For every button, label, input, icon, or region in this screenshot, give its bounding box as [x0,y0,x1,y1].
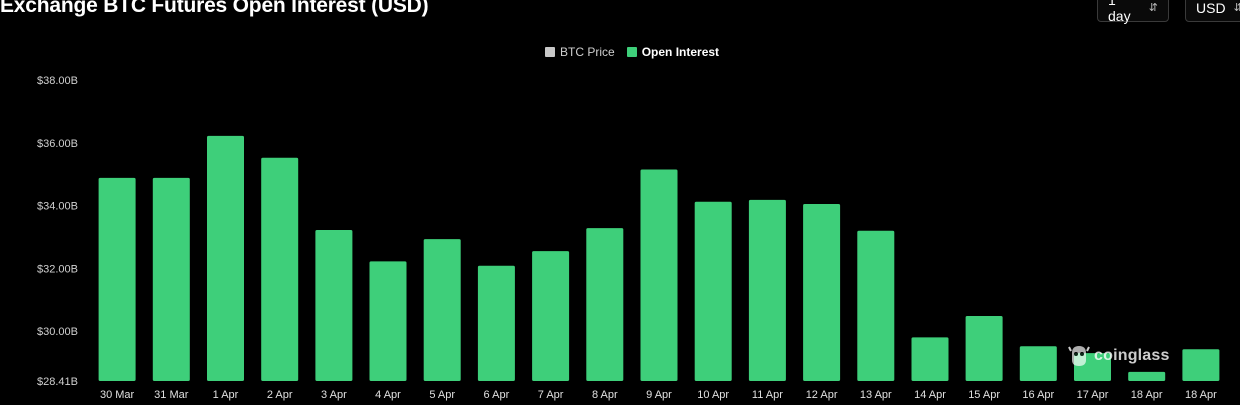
bar-open-interest[interactable] [803,204,841,381]
x-tick-label: 1 Apr [213,389,239,401]
bar-open-interest[interactable] [207,135,244,381]
x-axis: 30 Mar 31 Mar 1 Apr 2 Apr 3 Apr 4 Apr 5 Apr 6 A… [100,389,1217,401]
x-tick-label: 3 Apr [321,389,347,401]
bar-open-interest[interactable] [1182,349,1220,381]
x-tick-label: 5 Apr [429,389,455,401]
x-tick-label: 16 Apr [1022,389,1054,401]
y-tick-label: $30.00B [37,326,78,338]
x-tick-label: 14 Apr [914,389,946,401]
x-tick-label: 2 Apr [267,389,293,401]
x-tick-label: 17 Apr [1077,389,1109,401]
bar-open-interest[interactable] [261,157,299,381]
x-tick-label: 18 Apr [1131,389,1163,401]
bar-open-interest[interactable] [98,177,136,381]
y-axis: $38.00B $36.00B $34.00B $32.00B $30.00B $28.4… [37,75,78,388]
y-tick-label: $34.00B [37,201,78,213]
bar-open-interest[interactable] [369,261,407,381]
chevron-updown-icon: ⇵ [1233,1,1240,14]
y-tick-label: $38.00B [37,75,78,87]
y-tick-label: $36.00B [37,138,78,150]
bar-open-interest[interactable] [965,316,1003,381]
bar-open-interest[interactable] [315,230,353,381]
x-tick-label: 7 Apr [538,389,564,401]
legend-item-btc-price[interactable]: BTC Price [545,45,615,59]
x-tick-label: 10 Apr [697,389,729,401]
legend-label-btc-price: BTC Price [560,45,615,59]
currency-select-value: USD [1196,0,1226,16]
x-tick-label: 6 Apr [484,389,510,401]
chart-title: Exchange BTC Futures Open Interest (USD) [0,0,429,17]
interval-select-value: 1 day [1108,0,1131,24]
bar-open-interest[interactable] [640,169,678,382]
legend-swatch-btc-price [545,47,555,57]
bar-open-interest[interactable] [911,337,949,381]
bar-open-interest[interactable] [1019,346,1057,381]
chevron-updown-icon: ⇵ [1148,1,1158,14]
legend-item-open-interest[interactable]: Open Interest [626,45,720,59]
y-tick-label: $28.41B [37,376,78,388]
x-tick-label: 11 Apr [752,389,783,401]
x-tick-label: 18 Apr [1185,389,1217,401]
interval-select[interactable]: 1 day ⇵ [1097,0,1169,24]
chart-legend: BTC Price Open Interest [545,45,731,59]
bar-open-interest[interactable] [748,199,786,381]
bar-open-interest[interactable] [477,265,515,381]
x-tick-label: 4 Apr [375,389,401,401]
y-tick-label: $32.00B [37,263,78,275]
x-tick-label: 8 Apr [592,389,618,401]
bar-open-interest[interactable] [694,201,732,381]
coinglass-watermark: coinglass [1068,344,1170,368]
bar-open-interest[interactable] [1128,371,1166,381]
bar-open-interest[interactable] [423,239,461,381]
bar-open-interest[interactable] [857,230,895,381]
x-tick-label: 30 Mar [100,389,135,401]
legend-label-open-interest: Open Interest [641,45,720,59]
coinglass-logo-icon [1068,346,1090,366]
x-tick-label: 12 Apr [806,389,838,401]
bar-open-interest[interactable] [586,228,624,381]
bar-open-interest[interactable] [532,251,570,381]
x-tick-label: 31 Mar [154,389,189,401]
x-tick-label: 15 Apr [968,389,1000,401]
legend-swatch-open-interest [626,47,637,57]
bar-open-interest[interactable] [152,177,190,381]
currency-select[interactable]: USD ⇵ [1185,0,1240,22]
watermark-text: coinglass [1094,347,1170,364]
bars [98,135,1220,382]
x-tick-label: 9 Apr [646,389,672,401]
x-tick-label: 13 Apr [860,389,892,401]
